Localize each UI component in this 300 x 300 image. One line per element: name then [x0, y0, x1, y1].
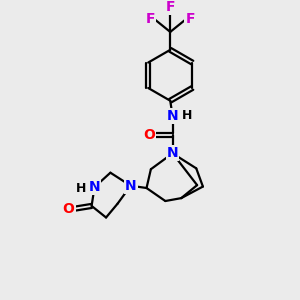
Text: H: H [182, 109, 192, 122]
Text: F: F [166, 0, 175, 14]
Text: N: N [89, 180, 100, 194]
Text: F: F [146, 12, 155, 26]
Text: F: F [185, 12, 195, 26]
Text: N: N [167, 109, 178, 123]
Text: N: N [125, 179, 136, 193]
Text: O: O [62, 202, 74, 216]
Text: H: H [75, 182, 86, 195]
Text: O: O [143, 128, 155, 142]
Text: N: N [167, 146, 178, 160]
